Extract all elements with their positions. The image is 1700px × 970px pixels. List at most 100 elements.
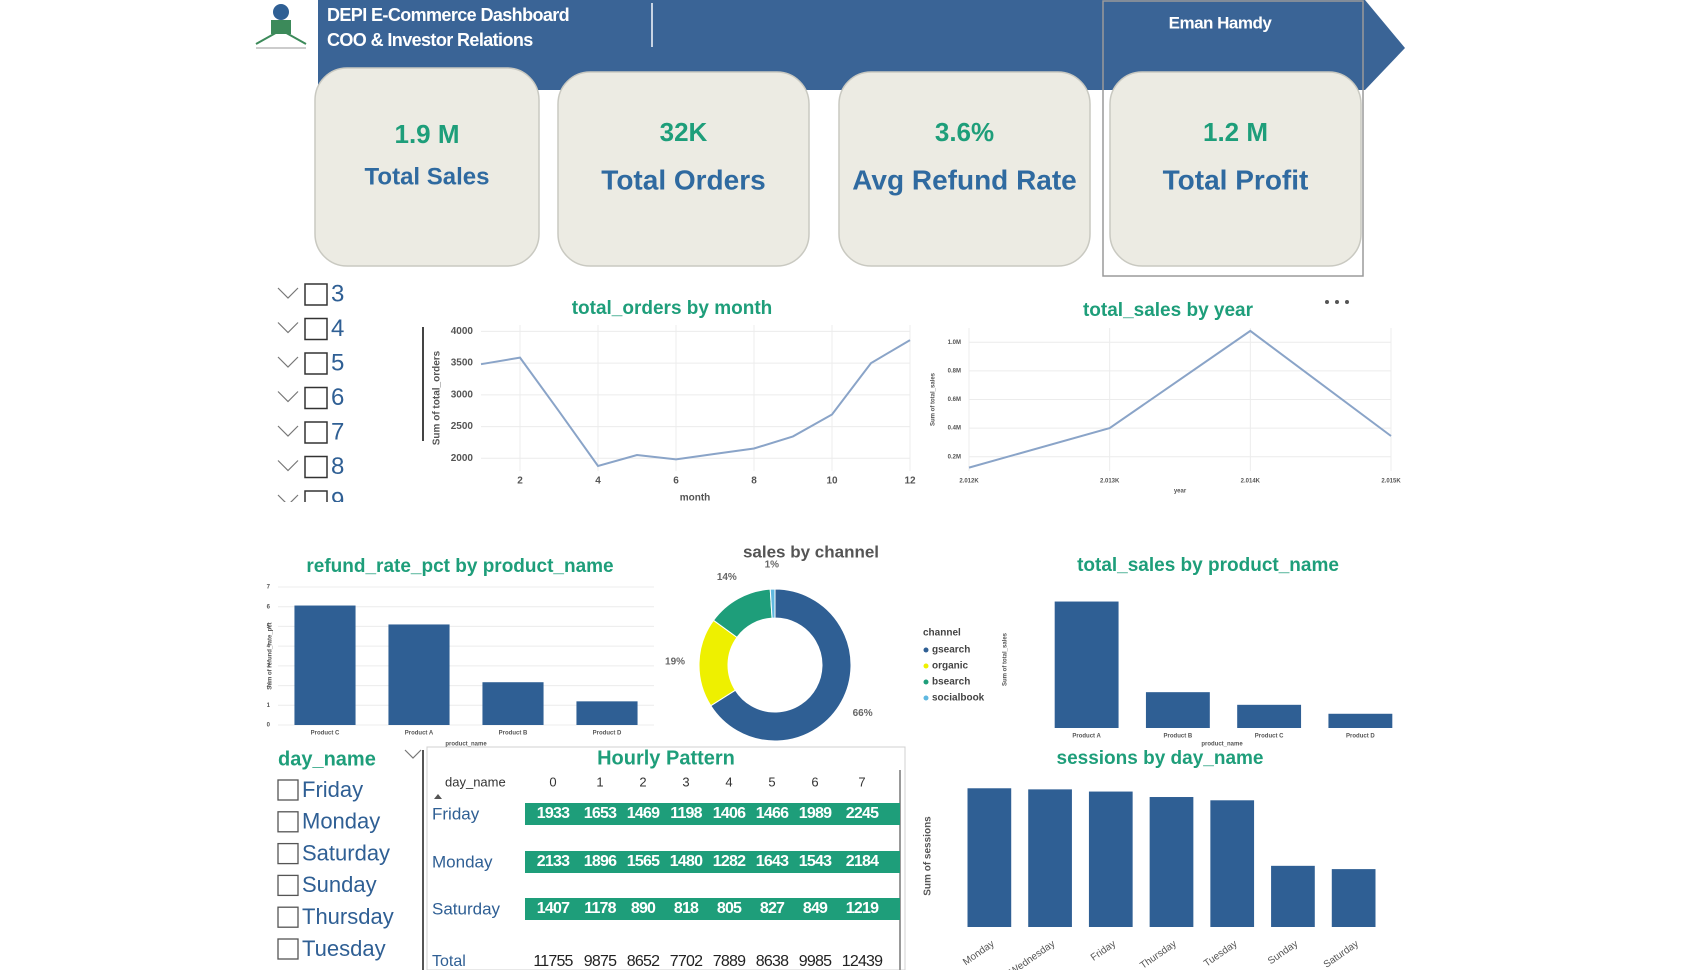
row-label: Friday: [432, 804, 480, 823]
chevron: [277, 356, 299, 368]
kpi-value: 3.6%: [935, 117, 994, 147]
checkbox: [277, 938, 299, 960]
x-tick-label: Product D: [593, 731, 622, 737]
column-header: day_name: [445, 774, 506, 789]
logo-arc: [255, 28, 307, 45]
x-tick-label: 2.014K: [1241, 479, 1261, 485]
cell-value: 1896: [584, 853, 617, 870]
slicer-label: 8: [331, 453, 344, 480]
x-axis-title: product_name: [445, 742, 487, 748]
kpi-label: Total Profit: [1163, 164, 1309, 195]
row-label: Monday: [432, 852, 493, 871]
cell-value: 1466: [756, 805, 789, 822]
slicer-label: Monday: [302, 809, 380, 834]
cell-value: 1480: [670, 853, 703, 870]
cell-value: 1933: [537, 805, 570, 822]
x-tick-label: Product C: [311, 731, 340, 737]
slicer-item[interactable]: 9: [277, 487, 344, 514]
row-band: [525, 803, 900, 825]
total-value: 8652: [627, 953, 660, 970]
cell-value: 2245: [846, 805, 879, 822]
cell-value: 1543: [799, 853, 832, 870]
slicer-item[interactable]: 8: [277, 453, 344, 480]
chart: sales by channel 66% 19% 14% 1% channel gsearc…: [665, 542, 985, 742]
y-tick-label: 1: [267, 703, 271, 709]
y-tick-label: 4: [267, 644, 271, 650]
column-header: 7: [858, 774, 865, 789]
slicer-label: 7: [331, 418, 344, 445]
bar: [1054, 601, 1119, 728]
kpi-value: 32K: [660, 117, 708, 147]
checkbox: [277, 874, 299, 897]
bar: [1237, 704, 1302, 728]
bar: [1145, 692, 1210, 728]
bar: [1149, 797, 1194, 927]
y-tick-label: 0.2M: [948, 454, 961, 460]
cell-value: 2133: [537, 853, 570, 870]
slicer-label: Thursday: [302, 904, 394, 929]
chevron: [277, 322, 299, 334]
total-value: 7702: [670, 953, 703, 970]
bar: [967, 788, 1012, 927]
header-banner: [318, 0, 1405, 90]
kpi-label: Total Sales: [365, 163, 490, 190]
x-tick-label: 2: [517, 476, 523, 487]
chart-title: sales by channel: [743, 542, 879, 561]
slicer-item[interactable]: 3: [277, 280, 344, 307]
x-tick-label: Product A: [405, 731, 434, 737]
more-options[interactable]: [1325, 300, 1349, 304]
bar: [1328, 713, 1393, 728]
chevron: [277, 287, 299, 299]
y-tick-label: 0: [267, 723, 271, 729]
column-header: 4: [725, 774, 732, 789]
slicer-item[interactable]: Thursday: [277, 904, 394, 929]
header-title: DEPI E-Commerce Dashboard: [327, 5, 569, 25]
kpi-label: Total Orders: [601, 164, 765, 195]
slicer-item[interactable]: 5: [277, 349, 344, 376]
logo-head: [273, 4, 289, 20]
column-header: 0: [549, 774, 556, 789]
slicer-label: 3: [331, 280, 344, 307]
chevron: [277, 425, 299, 437]
slicer-item[interactable]: Monday: [277, 809, 380, 834]
slicer-item[interactable]: Friday: [277, 777, 363, 802]
column-header: 3: [682, 774, 689, 789]
x-tick-label: Product D: [1346, 734, 1375, 740]
checkbox: [304, 317, 328, 341]
slicer-item[interactable]: 4: [277, 315, 344, 342]
slicer-item[interactable]: Wednesday: [278, 968, 418, 970]
cell-value: 1469: [627, 805, 660, 822]
total-value: 11755: [533, 953, 573, 970]
bar: [482, 682, 544, 725]
x-tick-label: 10: [826, 476, 838, 487]
row-band: [525, 898, 900, 920]
chart-title: refund_rate_pct by product_name: [306, 556, 613, 577]
chart-title: total_orders by month: [572, 298, 773, 319]
slicer-item[interactable]: 6: [277, 384, 344, 411]
donut-slice: [769, 588, 776, 619]
bar: [1210, 800, 1255, 927]
slicer-label: 9: [331, 487, 344, 514]
slicer-item[interactable]: Sunday: [277, 872, 377, 897]
x-tick-label: 2.012K: [959, 479, 979, 485]
y-axis-title: Sum of sessions: [923, 816, 934, 896]
y-tick-label: 2500: [451, 421, 474, 432]
checkbox: [304, 386, 328, 410]
kpi-value: 1.2 M: [1203, 117, 1268, 147]
checkbox: [277, 842, 299, 865]
chevron: [277, 460, 299, 472]
bar: [294, 605, 356, 725]
column-header: 2: [639, 774, 646, 789]
day-slicer: Friday Monday Saturday Sunday Thursday Tuesda…: [277, 777, 418, 970]
slicer-item[interactable]: Tuesday: [277, 936, 386, 961]
total-value: 12439: [842, 953, 883, 970]
slicer-item[interactable]: 7: [277, 418, 344, 445]
x-tick-label: Product B: [1164, 734, 1193, 740]
cell-value: 818: [674, 900, 699, 917]
legend-label: organic: [932, 661, 969, 672]
data-label: 19%: [665, 656, 685, 667]
legend-swatch: [923, 647, 929, 653]
slicer-item[interactable]: Saturday: [277, 840, 390, 865]
y-tick-label: 4000: [451, 326, 474, 337]
slicer-label: Friday: [302, 777, 363, 802]
